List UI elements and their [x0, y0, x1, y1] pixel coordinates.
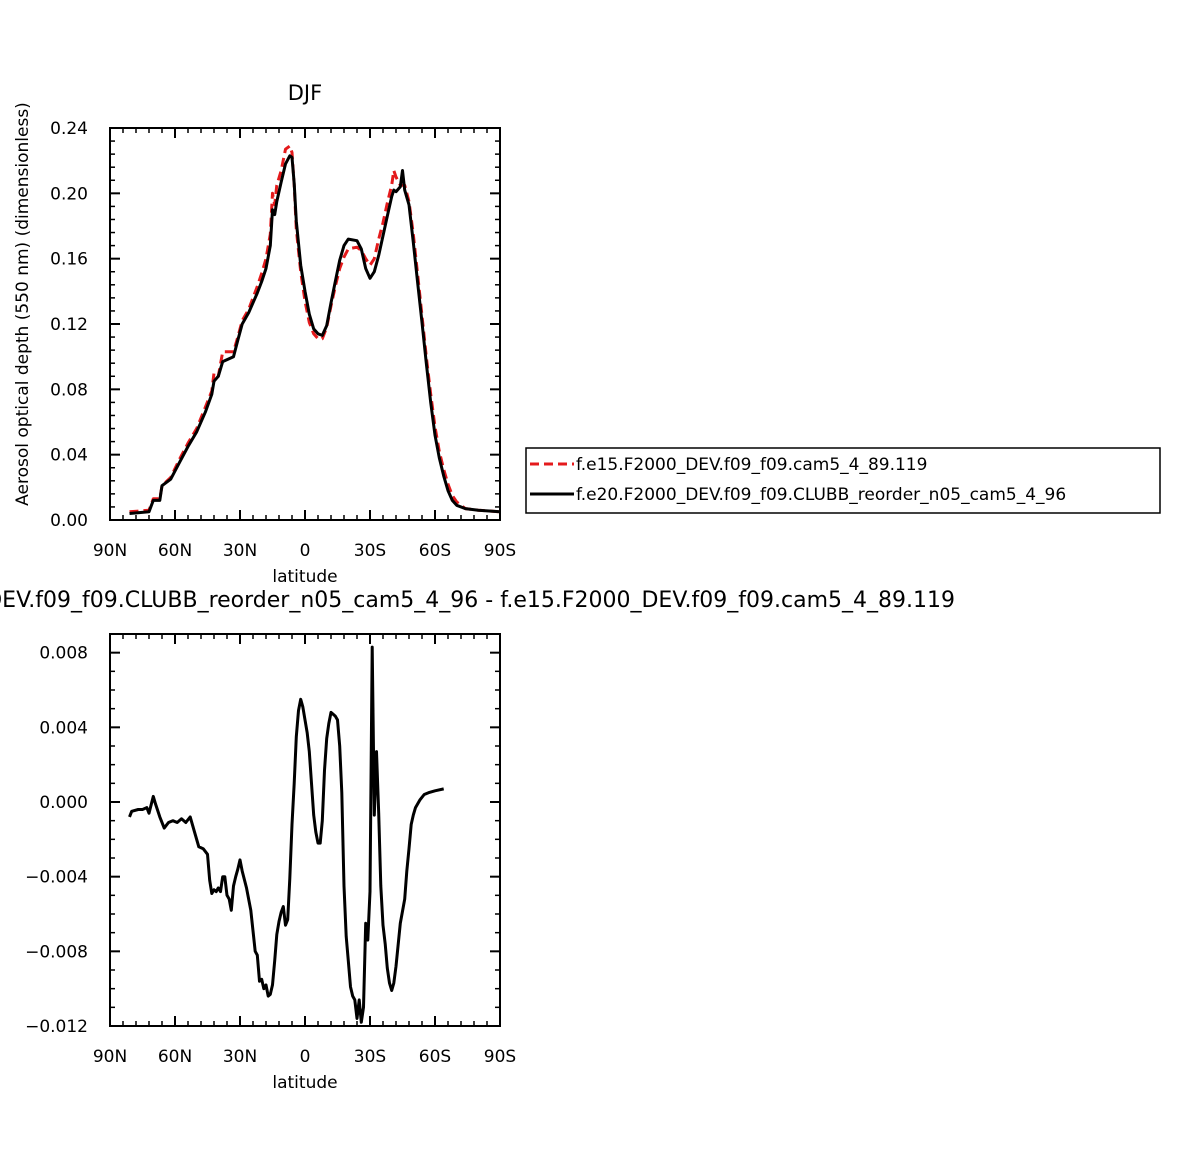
chart-title: DJF	[288, 81, 322, 105]
x-tick-label: 60S	[419, 541, 451, 561]
y-tick-label: 0.20	[50, 184, 88, 204]
x-tick-label: 60N	[158, 541, 192, 561]
y-tick-label: 0.16	[50, 250, 88, 270]
y-tick-label: 0.00	[50, 511, 88, 531]
y-axis-label: Aerosol optical depth (550 nm) (dimensio…	[13, 102, 33, 506]
x-tick-label: 60S	[419, 1047, 451, 1067]
x-tick-label: 90S	[484, 541, 516, 561]
y-tick-label: −0.008	[25, 942, 88, 962]
legend-label: f.e15.F2000_DEV.f09_f09.cam5_4_89.119	[576, 455, 927, 475]
y-tick-label: 0.004	[39, 718, 88, 738]
y-tick-label: 0.000	[39, 793, 88, 813]
chart-title: f.e20.F2000_DEV.f09_f09.CLUBB_reorder_n0…	[0, 588, 955, 613]
y-tick-label: −0.012	[25, 1017, 88, 1037]
y-tick-label: −0.004	[25, 868, 88, 888]
top-panel: 90N 60N 30N 0 30S 60S 90S 0.00 0.04 0.08 0.12 0.16 0…	[13, 81, 516, 587]
x-tick-label: 90S	[484, 1047, 516, 1067]
legend-label: f.e20.F2000_DEV.f09_f09.CLUBB_reorder_n0…	[576, 485, 1066, 505]
x-tick-label: 0	[300, 541, 311, 561]
legend: f.e15.F2000_DEV.f09_f09.cam5_4_89.119 f.e…	[525, 447, 1161, 514]
y-tick-label: 0.04	[50, 446, 88, 466]
x-tick-label: 30N	[223, 541, 257, 561]
plot-frame	[109, 633, 501, 1027]
x-tick-label: 30S	[354, 541, 386, 561]
y-tick-label: 0.12	[50, 315, 88, 335]
x-tick-label: 90N	[93, 1047, 127, 1067]
legend-box	[525, 447, 1161, 514]
y-tick-label: 0.24	[50, 119, 88, 139]
y-tick-label: 0.008	[39, 644, 88, 664]
x-tick-label: 30N	[223, 1047, 257, 1067]
y-tick-label: 0.08	[50, 380, 88, 400]
difference-line	[128, 645, 445, 1024]
x-axis-label: latitude	[272, 1073, 337, 1093]
bottom-panel: 90N 60N 30N 0 30S 60S 90S −0.012 −0.008 −0.004 0.0…	[0, 588, 955, 1093]
series-line	[129, 154, 501, 515]
x-tick-label: 60N	[158, 1047, 192, 1067]
x-tick-label: 30S	[354, 1047, 386, 1067]
x-tick-label: 0	[300, 1047, 311, 1067]
x-tick-label: 90N	[93, 541, 127, 561]
x-axis-label: latitude	[272, 567, 337, 587]
